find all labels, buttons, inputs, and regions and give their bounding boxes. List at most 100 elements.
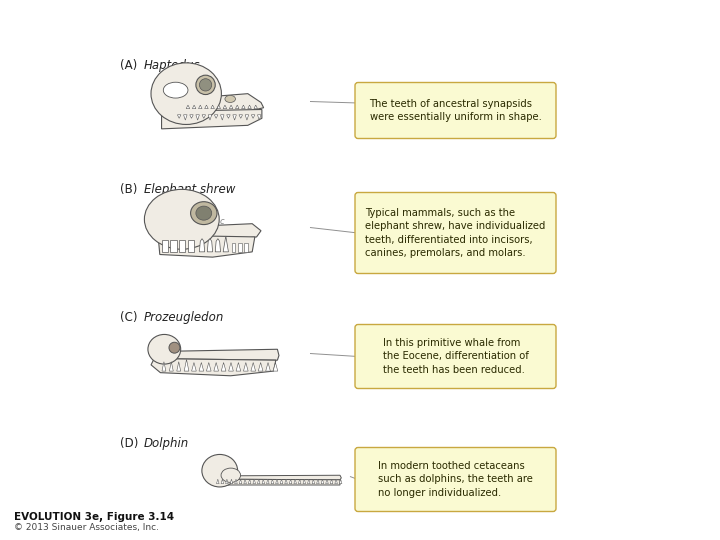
Text: EVOLUTION 3e, Figure 3.14: EVOLUTION 3e, Figure 3.14	[14, 512, 174, 522]
Polygon shape	[214, 362, 218, 371]
Polygon shape	[186, 105, 190, 109]
Polygon shape	[162, 362, 166, 371]
Polygon shape	[223, 236, 228, 252]
Bar	[232, 243, 235, 252]
Polygon shape	[239, 115, 243, 118]
FancyBboxPatch shape	[355, 192, 556, 273]
Bar	[188, 240, 194, 252]
Polygon shape	[298, 479, 301, 484]
Polygon shape	[204, 105, 208, 109]
Polygon shape	[211, 105, 215, 109]
Polygon shape	[215, 239, 220, 252]
Polygon shape	[312, 479, 315, 484]
Polygon shape	[273, 362, 278, 371]
Polygon shape	[177, 115, 181, 118]
Bar	[244, 243, 248, 252]
Polygon shape	[317, 479, 319, 484]
Polygon shape	[266, 479, 269, 484]
Polygon shape	[239, 479, 242, 484]
Text: (B): (B)	[120, 183, 145, 195]
Polygon shape	[289, 479, 292, 484]
Polygon shape	[210, 479, 340, 485]
Polygon shape	[156, 224, 261, 240]
Polygon shape	[229, 362, 233, 371]
Text: Typical mammals, such as the
elephant shrew, have individualized
teeth, differen: Typical mammals, such as the elephant sh…	[365, 208, 546, 258]
Text: (C): (C)	[120, 310, 145, 323]
Text: individualization: individualization	[9, 37, 118, 50]
Polygon shape	[258, 479, 260, 484]
Text: c: c	[220, 217, 224, 226]
Polygon shape	[192, 105, 196, 109]
Ellipse shape	[145, 190, 219, 249]
Polygon shape	[158, 235, 255, 257]
Polygon shape	[251, 115, 255, 118]
Ellipse shape	[196, 206, 212, 220]
Text: © 2013 Sinauer Associates, Inc.: © 2013 Sinauer Associates, Inc.	[14, 523, 159, 532]
Polygon shape	[258, 362, 263, 371]
Text: In this primitive whale from
the Eocene, differentiation of
the teeth has been r: In this primitive whale from the Eocene,…	[382, 338, 528, 375]
Polygon shape	[221, 362, 226, 371]
Polygon shape	[199, 239, 204, 252]
Polygon shape	[169, 362, 174, 371]
Polygon shape	[335, 479, 338, 484]
Polygon shape	[210, 475, 341, 480]
Polygon shape	[223, 105, 227, 109]
Text: The teeth of ancestral synapsids
were essentially uniform in shape.: The teeth of ancestral synapsids were es…	[369, 99, 541, 122]
Polygon shape	[248, 105, 251, 109]
Polygon shape	[307, 479, 310, 484]
Text: Figure 3.14  The teeth of mammals provide an example of the acquisition and loss: Figure 3.14 The teeth of mammals provide…	[9, 12, 577, 25]
Polygon shape	[199, 105, 202, 109]
Polygon shape	[184, 360, 189, 371]
FancyBboxPatch shape	[355, 325, 556, 388]
Bar	[161, 240, 168, 252]
Polygon shape	[233, 115, 236, 120]
Polygon shape	[221, 479, 224, 484]
Polygon shape	[325, 479, 328, 484]
Polygon shape	[258, 115, 261, 120]
Bar	[238, 243, 242, 252]
Ellipse shape	[221, 468, 240, 482]
Polygon shape	[244, 479, 246, 484]
Text: Dolphin: Dolphin	[144, 436, 189, 449]
Polygon shape	[217, 479, 219, 484]
Polygon shape	[271, 479, 274, 484]
Polygon shape	[235, 479, 238, 484]
Polygon shape	[245, 115, 248, 120]
Polygon shape	[192, 362, 197, 371]
Polygon shape	[339, 479, 342, 484]
Polygon shape	[248, 479, 251, 484]
Text: In modern toothed cetaceans
such as dolphins, the teeth are
no longer individual: In modern toothed cetaceans such as dolp…	[378, 461, 533, 498]
Bar	[171, 240, 176, 252]
Polygon shape	[242, 105, 245, 109]
Polygon shape	[254, 105, 258, 109]
Bar	[179, 240, 185, 252]
Text: Elephant shrew: Elephant shrew	[144, 183, 235, 195]
Polygon shape	[303, 479, 305, 484]
Polygon shape	[207, 239, 212, 252]
Polygon shape	[235, 105, 239, 109]
Polygon shape	[177, 362, 181, 371]
Polygon shape	[284, 479, 287, 484]
Polygon shape	[330, 479, 333, 484]
Ellipse shape	[196, 75, 215, 94]
Polygon shape	[208, 115, 212, 120]
Polygon shape	[220, 115, 224, 120]
Ellipse shape	[151, 63, 222, 124]
Polygon shape	[280, 479, 283, 484]
Ellipse shape	[202, 455, 238, 487]
Polygon shape	[229, 105, 233, 109]
Polygon shape	[217, 105, 220, 109]
Polygon shape	[262, 479, 265, 484]
Polygon shape	[266, 362, 271, 371]
Polygon shape	[207, 362, 211, 371]
Polygon shape	[225, 479, 228, 484]
Polygon shape	[236, 362, 240, 371]
Polygon shape	[276, 479, 278, 484]
Polygon shape	[190, 115, 193, 118]
Polygon shape	[215, 115, 218, 118]
Polygon shape	[196, 115, 199, 120]
Ellipse shape	[169, 342, 180, 353]
Polygon shape	[151, 349, 279, 360]
Polygon shape	[202, 115, 206, 118]
Polygon shape	[227, 115, 230, 118]
